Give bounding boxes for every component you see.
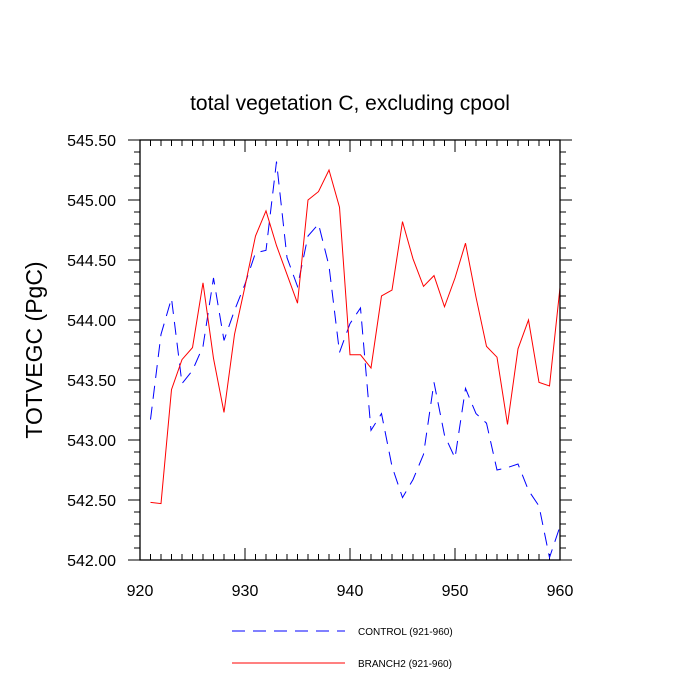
axis-ticks <box>128 139 572 561</box>
legend-label: BRANCH2 (921-960) <box>358 659 452 670</box>
legend-label: CONTROL (921-960) <box>358 627 453 638</box>
y-tick-label: 545.50 <box>67 133 116 150</box>
legend: CONTROL (921-960) BRANCH2 (921-960) <box>232 627 453 670</box>
x-tick-label: 950 <box>442 583 469 600</box>
y-tick-label: 545.00 <box>67 193 116 210</box>
x-tick-label: 930 <box>232 583 259 600</box>
y-axis-label: TOTVEGC (PgC) <box>21 261 47 438</box>
y-tick-label: 542.50 <box>67 493 116 510</box>
series-line-control <box>150 161 561 560</box>
axis-tick-labels: 920 930 940 950 960 542.00 542.50 543.00 543.50 5… <box>67 133 573 600</box>
x-tick-label: 960 <box>547 583 574 600</box>
y-tick-label: 542.00 <box>67 553 116 570</box>
data-series <box>150 161 561 560</box>
y-tick-label: 543.50 <box>67 373 116 390</box>
y-tick-label: 544.50 <box>67 253 116 270</box>
x-tick-label: 940 <box>337 583 364 600</box>
series-line-branch2 <box>150 168 561 505</box>
chart-title: total vegetation C, excluding cpool <box>190 92 510 115</box>
plot-area-frame <box>139 139 561 561</box>
x-tick-label: 920 <box>127 583 154 600</box>
y-tick-label: 543.00 <box>67 433 116 450</box>
y-tick-label: 544.00 <box>67 313 116 330</box>
